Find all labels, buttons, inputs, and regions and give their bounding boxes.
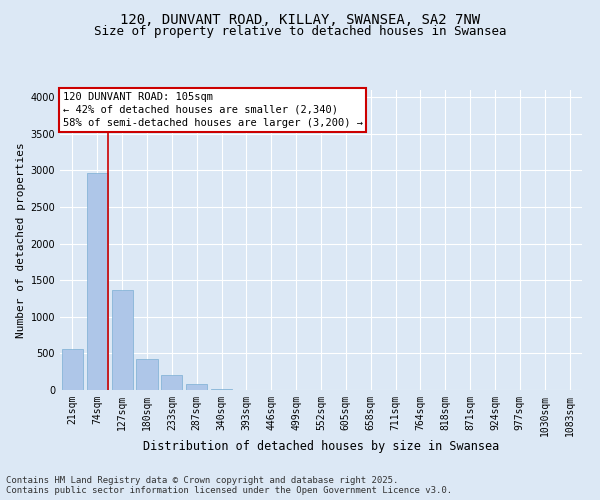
X-axis label: Distribution of detached houses by size in Swansea: Distribution of detached houses by size … [143,440,499,453]
Bar [112,290,133,390]
Text: Contains HM Land Registry data © Crown copyright and database right 2025.
Contai: Contains HM Land Registry data © Crown c… [6,476,452,495]
Bar [211,388,232,390]
Bar [62,349,83,390]
Y-axis label: Number of detached properties: Number of detached properties [16,142,26,338]
Bar [186,384,207,390]
Text: Size of property relative to detached houses in Swansea: Size of property relative to detached ho… [94,25,506,38]
Text: 120 DUNVANT ROAD: 105sqm
← 42% of detached houses are smaller (2,340)
58% of sem: 120 DUNVANT ROAD: 105sqm ← 42% of detach… [62,92,362,128]
Bar [136,358,158,390]
Bar [161,376,182,390]
Text: 120, DUNVANT ROAD, KILLAY, SWANSEA, SA2 7NW: 120, DUNVANT ROAD, KILLAY, SWANSEA, SA2 … [120,12,480,26]
Bar [87,174,108,390]
